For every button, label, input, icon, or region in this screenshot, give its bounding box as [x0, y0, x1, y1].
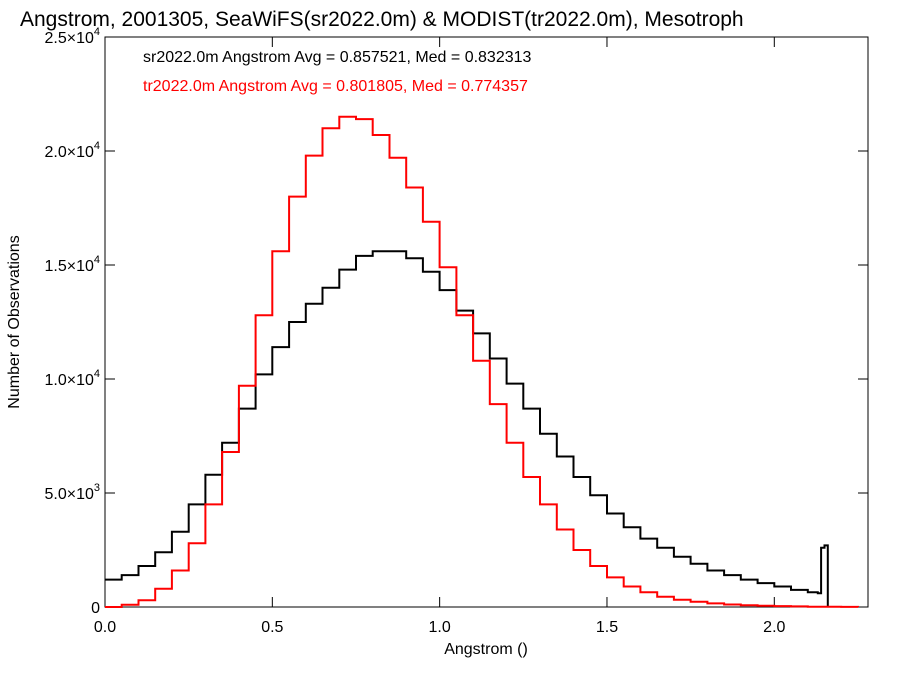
- y-tick-label-base: 2.5×10: [44, 30, 93, 47]
- y-tick-label-base: 5.0×10: [44, 486, 93, 503]
- x-tick-label: 1.0: [429, 619, 451, 636]
- y-tick-label: 2.5×104: [44, 26, 100, 47]
- y-tick-label: 1.0×104: [44, 368, 100, 389]
- series-line-sr2022.0m: [105, 250, 829, 607]
- y-tick-label-exponent: 3: [94, 482, 100, 494]
- y-axis-label: Number of Observations: [6, 235, 23, 408]
- chart-title: Angstrom, 2001305, SeaWiFS(sr2022.0m) & …: [20, 8, 744, 31]
- x-tick-label: 2.0: [763, 619, 785, 636]
- y-tick-label-exponent: 4: [94, 140, 100, 152]
- y-tick-label: 5.0×103: [44, 482, 100, 503]
- y-tick-label-exponent: 4: [94, 26, 100, 38]
- annotation-sr: sr2022.0m Angstrom Avg = 0.857521, Med =…: [143, 49, 532, 66]
- series-layer: [105, 115, 859, 608]
- y-tick-label: 1.5×104: [44, 254, 100, 275]
- plot-frame: [104, 36, 869, 608]
- y-tick-label-base: 2.0×10: [44, 144, 93, 161]
- x-axis-label: Angstrom (): [444, 641, 528, 658]
- y-tick-label: 2.0×104: [44, 140, 100, 161]
- x-axis-ticks: 0.0 0.5 1.0 1.5 2.0: [94, 37, 786, 636]
- x-tick-label: 1.5: [596, 619, 618, 636]
- series-line-tr2022.0m: [105, 115, 859, 608]
- y-tick-label-exponent: 4: [94, 254, 100, 266]
- y-tick-label-exponent: 4: [94, 368, 100, 380]
- x-tick-label: 0.0: [94, 619, 116, 636]
- y-tick-label-base: 1.0×10: [44, 372, 93, 389]
- annotation-tr: tr2022.0m Angstrom Avg = 0.801805, Med =…: [143, 78, 528, 95]
- x-tick-label: 0.5: [261, 619, 283, 636]
- y-tick-label: 0: [91, 600, 100, 617]
- y-tick-label-base: 0: [91, 600, 100, 617]
- y-tick-label-base: 1.5×10: [44, 258, 93, 275]
